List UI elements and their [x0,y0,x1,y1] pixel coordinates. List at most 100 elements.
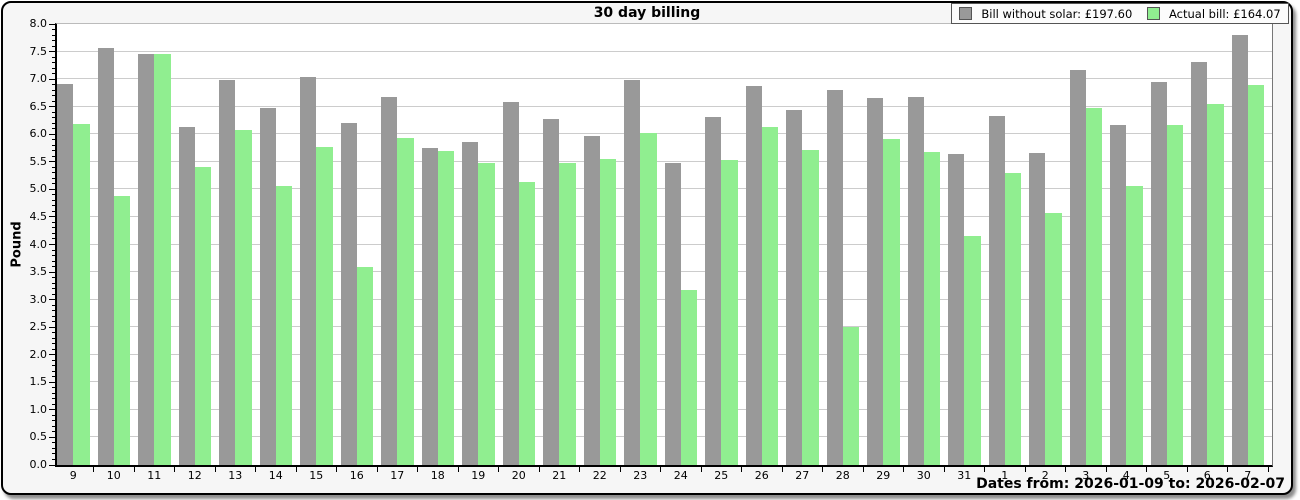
bar-without-solar [907,96,924,465]
x-tick-label: 22 [592,469,607,482]
bar-without-solar [300,77,317,465]
bar-without-solar [462,141,479,465]
bar-group [462,24,495,465]
bar-group [1191,24,1224,465]
x-tick-label: 21 [552,469,567,482]
y-minor-tick [52,238,55,240]
gridline [57,78,1272,80]
legend: Bill without solar: £197.60 Actual bill: … [951,3,1289,24]
x-tick-label: 18 [430,469,445,482]
bar-without-solar [1029,153,1046,465]
bar-without-solar [502,102,519,465]
bar-without-solar [705,117,722,465]
x-tick-label: 25 [714,469,729,482]
x-tick [1065,467,1066,472]
bar-without-solar [1231,35,1248,465]
x-tick-label: 27 [795,469,810,482]
bar-without-solar [381,96,398,465]
y-tick-label: 7.0 [29,72,48,86]
bar-group [381,24,414,465]
y-major-tick [49,161,55,163]
y-minor-tick [52,376,55,378]
y-tick-label: 8.0 [29,17,48,30]
y-tick-label: 3.5 [29,265,48,279]
bar-actual [1004,172,1021,465]
y-minor-tick [52,458,55,460]
x-tick [943,467,945,472]
bar-without-solar [867,97,884,465]
bar-actual [275,186,292,465]
y-axis-title: Pound [9,221,25,268]
y-minor-tick [52,370,55,372]
bar-actual [1247,84,1264,465]
y-minor-tick [52,194,55,196]
bar-without-solar [948,154,965,465]
bar-without-solar [1191,61,1208,465]
gridline [57,160,1272,162]
y-major-tick [49,381,55,383]
bar-actual [1207,104,1224,465]
bar-group [1231,24,1264,465]
x-tick-label: 6 [1203,469,1211,482]
y-tick-label: 5.0 [29,182,48,196]
bar-group [57,24,90,465]
bar-group [178,24,211,465]
bar-group [1150,24,1183,465]
x-tick-label: 17 [390,469,405,482]
x-tick-label: 14 [268,469,283,482]
y-major-tick [49,409,55,411]
bar-without-solar [178,127,195,465]
x-tick [700,467,702,472]
y-minor-tick [52,310,55,312]
x-tick-label: 15 [309,469,324,482]
bar-actual [640,133,657,465]
y-tick-label: 1.0 [29,402,48,416]
gridline [57,133,1272,135]
y-minor-tick [52,425,55,427]
bar-group [664,24,697,465]
y-minor-tick [52,111,55,113]
y-minor-tick [52,172,55,174]
y-minor-tick [52,249,55,251]
bar-without-solar [1069,69,1086,465]
x-tick [417,467,418,472]
bar-group [138,24,171,465]
y-minor-tick [52,282,55,284]
bar-group [502,24,535,465]
y-minor-tick [52,266,55,268]
y-minor-tick [52,73,55,75]
bar-without-solar [57,83,74,465]
bar-group [1110,24,1143,465]
x-tick [984,467,985,472]
y-minor-tick [52,343,55,345]
x-tick-label: 2 [1041,469,1049,482]
x-tick [579,467,580,472]
x-tick-label: 31 [957,469,972,482]
x-tick-label: 28 [835,469,850,482]
bar-actual [559,163,576,465]
y-tick-label: 2.0 [29,347,48,361]
legend-swatch [1146,7,1160,20]
y-major-tick [49,133,55,135]
bar-actual [194,167,211,465]
x-tick [1267,467,1269,472]
bar-actual [1126,185,1143,465]
y-tick-label: 1.5 [29,375,48,389]
y-minor-tick [52,288,55,290]
bar-group [907,24,940,465]
y-minor-tick [52,89,55,91]
y-minor-tick [52,442,55,444]
x-tick [660,467,661,472]
x-tick [336,467,337,472]
y-tick-label: 4.0 [29,237,48,251]
legend-label: Bill without solar: £197.60 [981,6,1133,21]
bar-group [300,24,333,465]
x-tick-label: 10 [106,469,121,482]
x-tick-label: 7 [1244,469,1252,482]
x-tick-label: 13 [228,469,243,482]
y-minor-tick [52,277,55,279]
bar-group [1069,24,1102,465]
bar-actual [518,181,535,465]
y-minor-tick [52,387,55,389]
